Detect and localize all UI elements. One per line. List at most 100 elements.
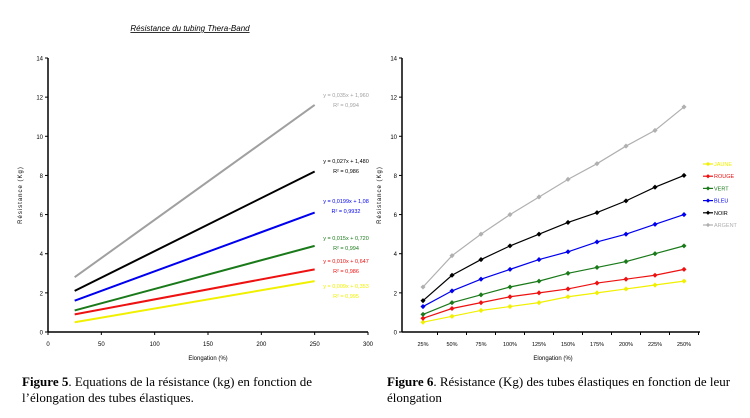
data-point [652, 221, 658, 227]
data-point [478, 307, 484, 314]
legend-label: JAUNE [714, 162, 732, 168]
figure-6-text: . Résistance (Kg) des tubes élastiques e… [387, 374, 731, 405]
r2-label: R² = 0,995 [333, 294, 359, 300]
legend-label: VERT [714, 186, 729, 192]
data-point [652, 282, 658, 288]
data-point [565, 176, 571, 182]
y-tick-label: 8 [394, 174, 398, 180]
x-tick-label: 50 [98, 342, 105, 348]
data-point [420, 284, 426, 290]
x-tick-label: 150 [203, 342, 214, 348]
data-point [652, 184, 658, 190]
legend-label: BLEU [714, 199, 728, 205]
data-point [507, 212, 513, 218]
equation-label: y = 0,0199x + 1,08 [323, 199, 369, 205]
trend-line [74, 268, 315, 316]
legend-marker [705, 161, 711, 167]
data-point [594, 280, 600, 286]
y-tick-label: 0 [394, 331, 398, 337]
x-tick-label: 225% [648, 342, 662, 348]
data-point [420, 311, 426, 317]
y-tick-label: 2 [394, 291, 398, 297]
legend-label: ROUGE [714, 174, 735, 180]
data-point [565, 270, 571, 276]
y-axis-label: Résistance (Kg) [377, 166, 383, 224]
data-point [420, 319, 426, 325]
y-tick-label: 8 [40, 174, 44, 180]
data-point [623, 258, 629, 265]
trend-line [74, 211, 316, 302]
data-point [681, 172, 687, 178]
data-point [420, 315, 426, 321]
x-tick-label: 100 [150, 342, 161, 348]
series-line-noir [422, 174, 685, 302]
data-point [623, 286, 629, 292]
data-point [449, 300, 455, 306]
data-point [478, 257, 484, 263]
y-tick-label: 14 [36, 57, 43, 63]
data-point [681, 212, 687, 218]
y-tick-label: 2 [40, 291, 44, 297]
y-tick-label: 14 [390, 57, 397, 63]
y-axis-label: Résistance (Kg) [18, 166, 24, 224]
x-tick-label: 125% [532, 342, 546, 348]
x-tick-label: 25% [417, 342, 428, 348]
y-tick-label: 10 [36, 135, 43, 141]
x-tick-label: 200 [256, 342, 267, 348]
r2-label: R² = 0,994 [333, 103, 359, 109]
legend-marker [705, 198, 711, 203]
data-point [507, 243, 513, 249]
data-point [681, 243, 687, 249]
data-point [594, 264, 600, 270]
x-tick-label: 175% [590, 342, 604, 348]
x-tick-label: 250% [677, 342, 691, 348]
r2-label: R² = 0,986 [333, 169, 359, 175]
legend-label: ARGENT [714, 223, 738, 229]
equation-label: y = 0,009x + 0,353 [323, 284, 369, 290]
data-point [594, 290, 600, 296]
data-point [623, 231, 629, 237]
series-line-argent [422, 106, 685, 288]
legend-marker [705, 174, 711, 179]
legend-marker [705, 186, 711, 191]
data-point [594, 210, 600, 216]
y-tick-label: 4 [394, 252, 398, 258]
x-axis-label: Elongation (%) [533, 356, 572, 362]
x-tick-label: 0 [46, 342, 50, 348]
data-point [507, 294, 513, 300]
data-point [449, 305, 455, 312]
data-point [507, 304, 513, 310]
figure-5-label: Figure 5 [22, 374, 69, 389]
x-tick-label: 75% [475, 342, 486, 348]
data-point [478, 292, 484, 298]
x-axis-label: Elongation (%) [188, 356, 227, 362]
data-point [565, 249, 571, 255]
data-point [623, 198, 629, 204]
data-point [536, 194, 542, 200]
data-point [536, 257, 542, 263]
data-point [565, 294, 571, 300]
data-point [420, 304, 426, 310]
legend-label: NOIR [714, 211, 728, 217]
data-point [623, 276, 629, 282]
data-point [652, 251, 658, 257]
data-point [536, 278, 542, 284]
data-point [594, 239, 600, 245]
data-point [565, 219, 571, 225]
r2-label: R² = 0,994 [333, 246, 359, 252]
y-tick-label: 10 [390, 135, 397, 141]
equation-label: y = 0,027x + 1,480 [323, 159, 369, 165]
data-point [420, 298, 426, 304]
figure-5-text: . Equations de la résistance (kg) en fon… [22, 374, 313, 405]
x-tick-label: 200% [619, 342, 633, 348]
data-point [536, 300, 542, 306]
series-line-jaune [422, 280, 685, 323]
y-tick-label: 6 [394, 213, 398, 219]
equation-label: y = 0,035x + 1,960 [323, 93, 369, 99]
figure-6-caption: Figure 6. Résistance (Kg) des tubes élas… [387, 374, 732, 406]
x-tick-label: 300 [363, 342, 374, 348]
x-tick-label: 100% [503, 342, 517, 348]
data-point [536, 290, 542, 296]
data-point [478, 300, 484, 306]
